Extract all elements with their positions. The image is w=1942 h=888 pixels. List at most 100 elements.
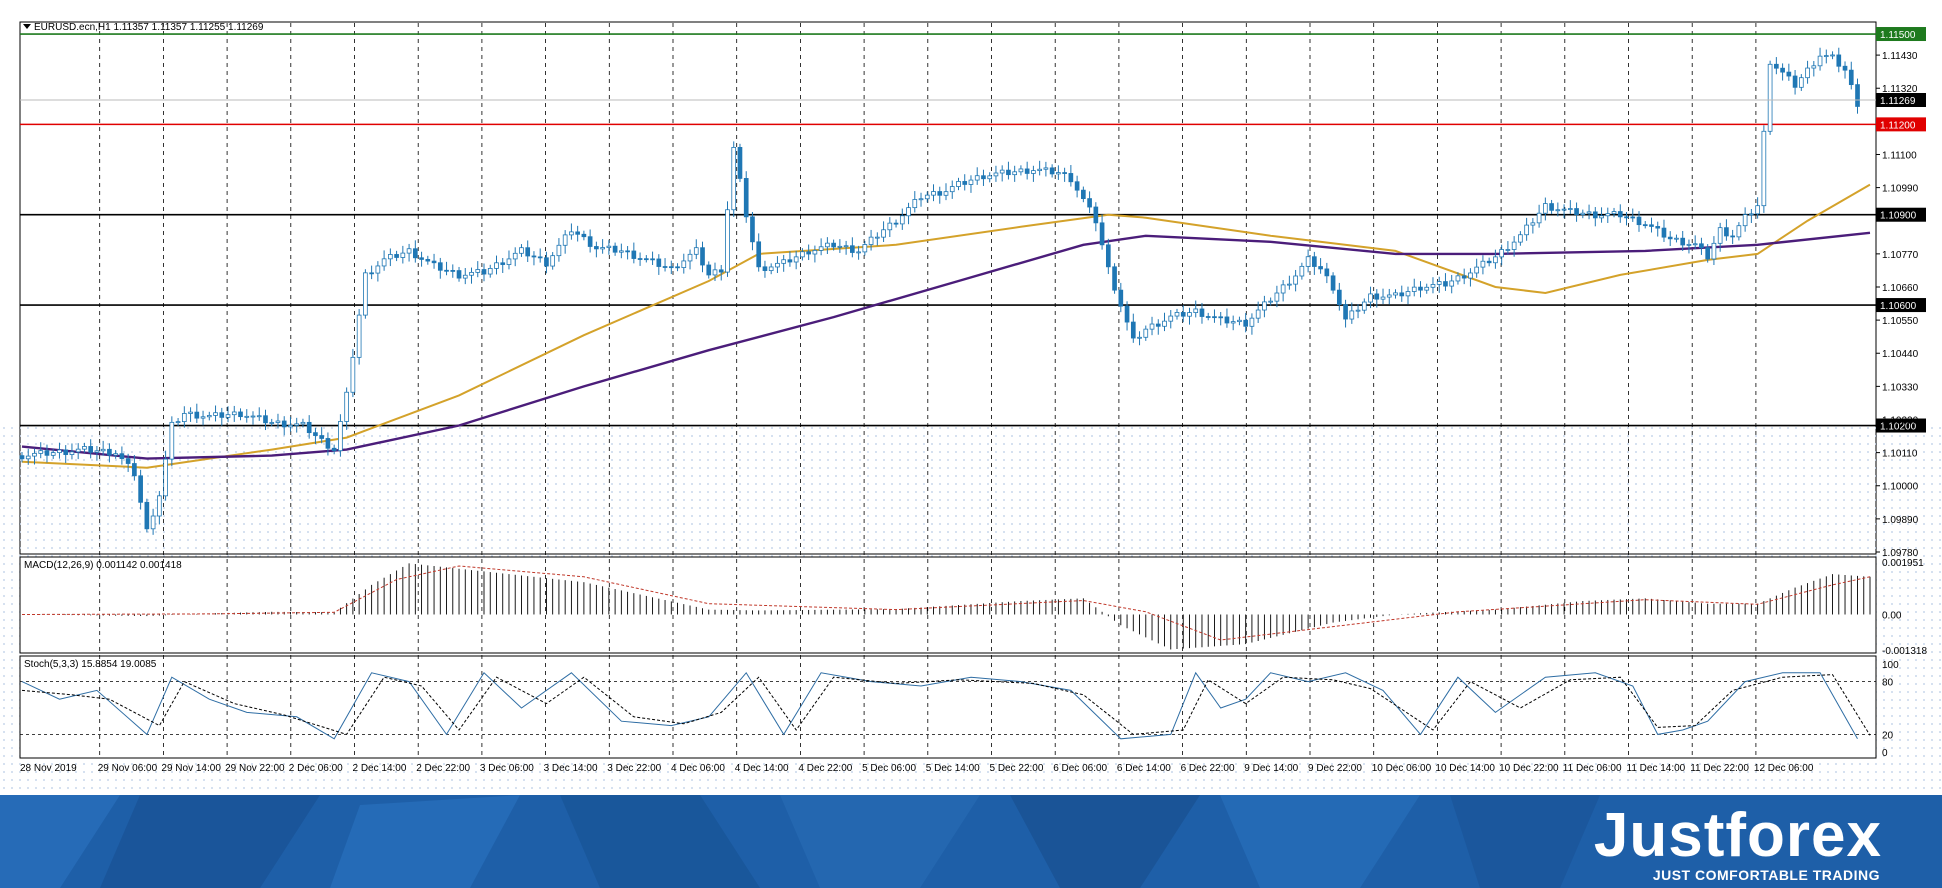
candle-body (325, 438, 331, 449)
candle-body (1293, 275, 1298, 285)
candle-body (1811, 65, 1817, 69)
candle-body (856, 251, 861, 254)
candle-body (1199, 308, 1205, 317)
candle-body (1043, 167, 1049, 170)
candle-body (1755, 205, 1760, 215)
candle-body (1380, 296, 1386, 300)
candle-body (506, 258, 512, 265)
candle-body (918, 198, 924, 201)
candle-body (912, 199, 918, 209)
candle-body (1699, 243, 1704, 249)
time-tick-label: 3 Dec 06:00 (480, 763, 534, 774)
candle-body (712, 269, 718, 276)
time-tick-label: 11 Dec 06:00 (1563, 763, 1622, 774)
macd-signal-line (21, 565, 1871, 641)
stoch-axis-label: 20 (1882, 730, 1894, 741)
candle-body (306, 421, 312, 434)
candle-body (1218, 316, 1224, 319)
candle-body (1599, 215, 1604, 219)
candle-body (1767, 63, 1773, 132)
candle-body (1774, 63, 1779, 69)
candle-body (213, 412, 218, 416)
candle-body (157, 495, 162, 517)
candle-body (1393, 292, 1398, 296)
candle-body (319, 435, 325, 439)
candle-body (924, 194, 930, 200)
candle-body (1724, 227, 1729, 237)
candle-body (1349, 310, 1355, 320)
candle-body (238, 411, 243, 418)
symbol-dropdown-icon[interactable] (23, 24, 31, 29)
candle-body (1068, 173, 1074, 183)
candle-body (394, 254, 399, 258)
candle-body (275, 420, 281, 423)
candle-body (1299, 265, 1305, 277)
time-tick-label: 10 Dec 14:00 (1435, 763, 1495, 774)
time-tick-label: 5 Dec 06:00 (862, 763, 916, 774)
candle-body (837, 245, 843, 248)
candle-body (587, 236, 593, 247)
candle-body (1237, 319, 1242, 323)
candle-body (1056, 172, 1061, 175)
candle-body (631, 250, 637, 259)
candle-body (1493, 256, 1498, 264)
candle-body (1574, 208, 1579, 215)
candle-body (1081, 189, 1086, 200)
time-tick-label: 3 Dec 22:00 (607, 763, 661, 774)
candle-body (1074, 181, 1080, 191)
candle-body (1511, 241, 1517, 250)
candle-body (1848, 69, 1854, 86)
macd-indicator: 0.001951 0.00 -0.001318 (21, 558, 1927, 657)
candle-body (138, 475, 143, 503)
candle-body (606, 245, 612, 248)
candle-body (881, 229, 886, 238)
level-tag (1876, 27, 1926, 42)
candle-body (1580, 212, 1586, 215)
candle-body (1112, 266, 1117, 291)
time-tick-label: 10 Dec 22:00 (1499, 763, 1559, 774)
candle-body (725, 209, 730, 273)
candle-body (1474, 266, 1480, 274)
price-tick-label: 1.10660 (1882, 283, 1919, 294)
candle-body (1212, 316, 1217, 319)
candle-body (756, 241, 762, 268)
candle-body (100, 448, 106, 452)
candle-body (50, 452, 56, 456)
candle-body (444, 269, 449, 272)
candle-body (1499, 249, 1504, 258)
price-tick-label: 1.10440 (1882, 349, 1919, 360)
current-price-tag: 1.11269 (1880, 96, 1916, 107)
price-tick-label: 1.09890 (1882, 515, 1919, 526)
vertical-grid (99, 23, 1757, 757)
candle-body (1411, 286, 1417, 292)
candle-body (949, 186, 955, 193)
level-tag (1876, 298, 1926, 313)
ma-fast-line (21, 183, 1871, 469)
candle-body (1368, 293, 1373, 303)
candle-body (181, 413, 187, 423)
brand-logo[interactable]: Justforex (1593, 801, 1882, 870)
level-tag-label: 1.10900 (1880, 211, 1917, 222)
candle-body (1586, 211, 1592, 214)
time-tick-label: 3 Dec 14:00 (544, 763, 598, 774)
price-tick-label: 1.10770 (1882, 250, 1919, 261)
time-tick-label: 9 Dec 22:00 (1308, 763, 1362, 774)
candle-body (169, 421, 175, 460)
candle-body (569, 231, 574, 236)
candle-body (987, 175, 993, 180)
candle-body (450, 270, 456, 272)
level-tag (1876, 117, 1926, 132)
candle-body (1143, 328, 1149, 338)
candle-body (431, 260, 437, 264)
candle-body (188, 411, 193, 414)
time-tick-label: 5 Dec 22:00 (990, 763, 1044, 774)
candle-body (1611, 211, 1617, 215)
candle-body (1124, 305, 1130, 323)
candle-body (475, 269, 481, 273)
price-tick-label: 1.11320 (1882, 84, 1918, 95)
candle-body (1205, 316, 1211, 318)
candle-body (494, 262, 499, 269)
candle-body (1686, 243, 1692, 246)
candle-body (1174, 312, 1180, 317)
candle-body (1674, 237, 1679, 240)
